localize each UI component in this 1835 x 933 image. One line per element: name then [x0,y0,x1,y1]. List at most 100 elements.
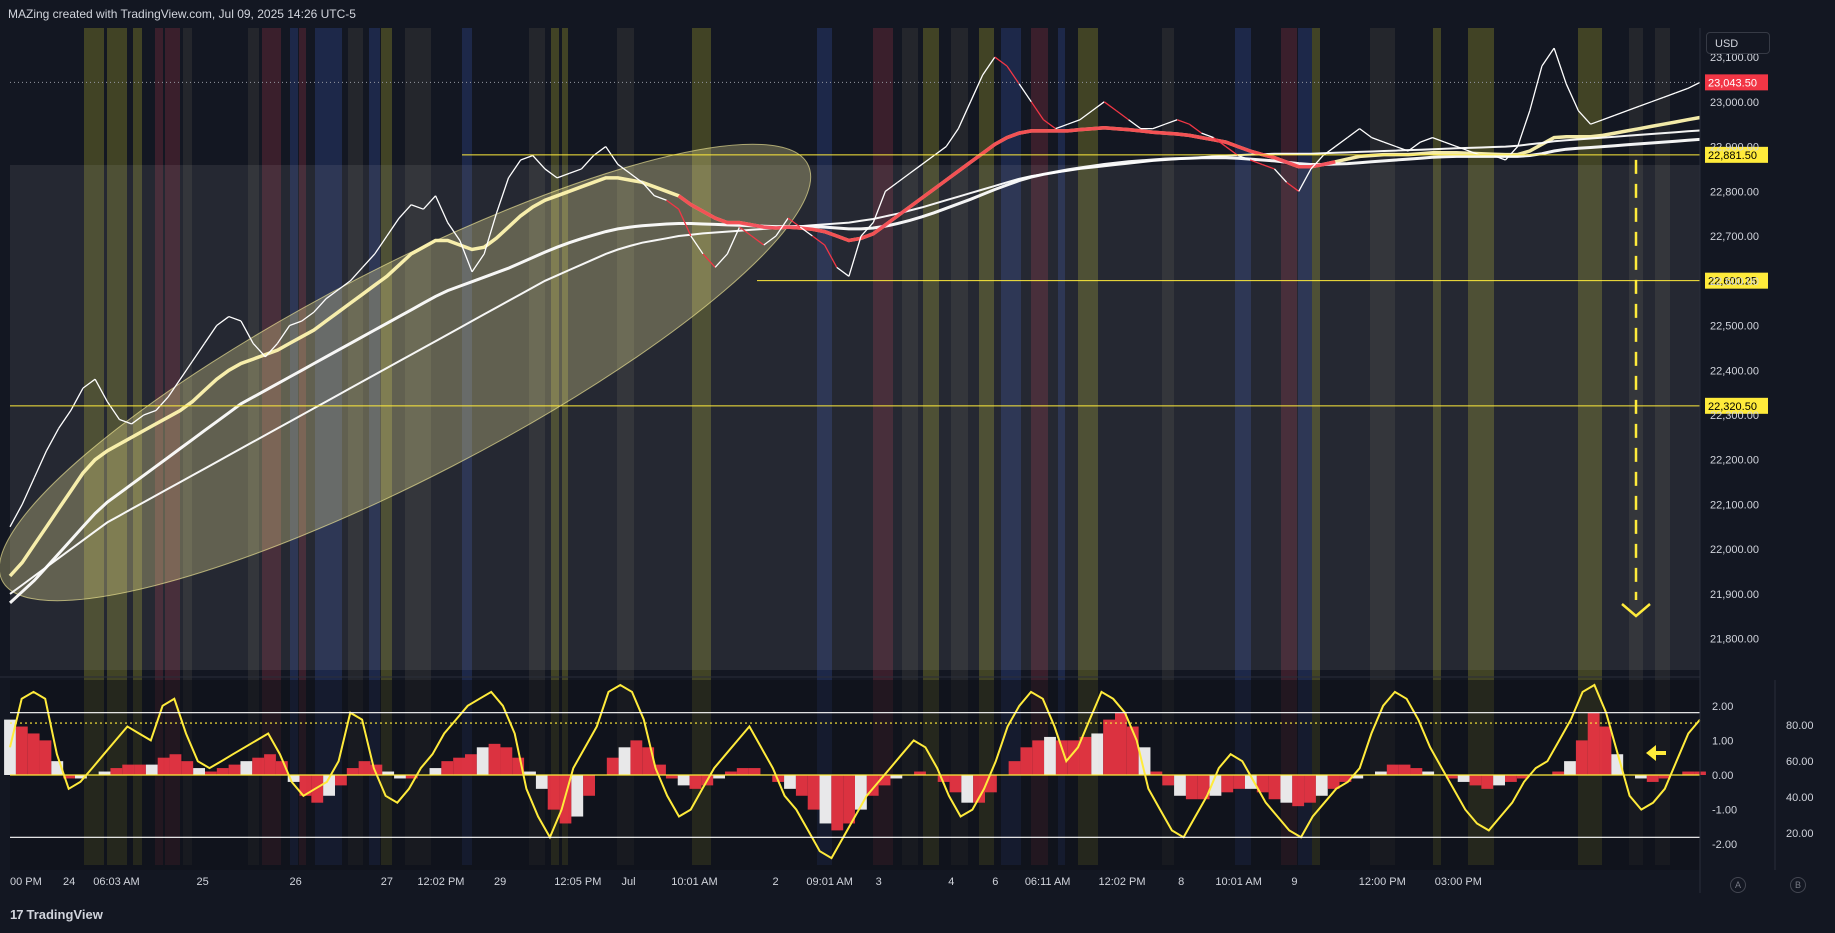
tradingview-brand[interactable]: 17 TradingView [10,907,103,922]
price-axis-tick: 23,100.00 [1710,52,1759,64]
histogram-bar [346,768,359,775]
price-segment [1091,101,1105,112]
price-segment [739,226,753,237]
price-segment [1164,119,1178,125]
time-axis-tick: 00 PM [10,876,42,888]
histogram-bar [914,771,926,775]
price-axis-tick: 22,200.00 [1710,455,1759,467]
histogram-bar [1564,761,1576,775]
price-segment [1420,136,1433,143]
time-axis-tick: 3 [876,876,882,888]
tradingview-logo-icon: 17 [10,907,24,922]
histogram-bar [1138,747,1151,775]
histogram-bar [973,775,985,803]
price-segment [909,163,923,174]
session-band [1312,28,1320,865]
histogram-bar [1481,775,1494,789]
price-segment [1237,154,1251,161]
price-segment [106,401,120,420]
price-segment [1347,128,1360,139]
histogram-bar [216,768,229,775]
price-segment [1383,141,1397,148]
histogram-bar [985,775,997,793]
time-axis-tick: 06:03 AM [93,876,139,888]
price-segment [714,253,728,268]
price-segment [1651,96,1664,103]
histogram-bar [583,775,595,796]
histogram-bar [1445,775,1458,779]
price-segment [617,163,631,174]
oscillator-axis-tick: -2.00 [1712,839,1737,851]
price-segment [666,199,680,210]
price-segment [1517,110,1531,147]
level-tag [1705,272,1768,289]
oscillator-panel[interactable] [4,683,1706,860]
histogram-bar [275,761,288,775]
price-segment [945,128,959,147]
session-band [1281,28,1297,865]
time-axis-tick: 9 [1291,876,1297,888]
histogram-bar [713,775,725,779]
histogram-bar [169,754,182,775]
histogram-bar [1150,771,1163,775]
histogram-bar [145,764,158,775]
price-axis-tick: 21,800.00 [1710,634,1759,646]
histogram-bar [654,764,666,775]
histogram-bar [1398,764,1411,775]
annotations [1621,159,1666,761]
price-segment [252,342,266,358]
session-band [84,28,104,865]
price-segment [313,298,327,313]
oscillator-arrow-head [1646,745,1656,761]
price-segment [1395,145,1409,152]
price-panel[interactable] [0,47,1701,674]
histogram-bar [63,775,75,779]
oscillator-line [9,683,1701,860]
moving-average-medium [8,137,1701,605]
price-segment [556,172,570,179]
histogram-bar [1221,775,1234,793]
histogram-bar [1245,775,1257,789]
oscillator-right-axis-tick: 40.00 [1786,792,1814,804]
price-axis-tick: 22,500.00 [1710,321,1759,333]
histogram-bar [370,764,383,775]
histogram-bar [1516,775,1529,779]
price-segment [969,74,984,103]
price-segment [398,204,412,219]
price-segment [276,325,291,344]
price-segment [629,172,643,183]
histogram-bar [1469,775,1482,786]
price-axis-tick: 22,300.00 [1710,410,1759,422]
moving-average-fast-bearish [677,126,1336,243]
price-segment [1504,146,1519,161]
currency-selector[interactable]: USD [1706,32,1770,54]
price-segment [799,226,813,237]
price-segment [434,195,449,223]
price-segment [471,253,485,273]
histogram-bar [855,775,867,810]
price-segment [982,56,996,76]
histogram-bar [75,775,87,779]
session-band [1433,28,1441,865]
histogram-bar [205,771,217,775]
histogram-bar [264,754,276,775]
price-segment [94,378,108,402]
auto-scale-button[interactable]: A [1730,877,1746,893]
histogram-bar [1552,771,1565,775]
session-band [155,28,163,865]
histogram-bar [122,764,135,775]
histogram-bar [1682,771,1695,775]
price-axis-tick: 22,000.00 [1710,544,1759,556]
histogram-bar [689,775,702,789]
histogram-bar [937,775,950,782]
time-axis-tick: 12:00 PM [1359,876,1406,888]
price-segment [70,387,84,411]
scale-mode-button[interactable]: B [1790,877,1806,893]
histogram-bar [795,775,808,796]
level-label: 22,881.50 [1708,150,1757,162]
histogram-bar [736,768,749,775]
price-axis-tick: 22,800.00 [1710,186,1759,198]
price-segment [1018,83,1032,103]
histogram-bar [51,761,64,775]
